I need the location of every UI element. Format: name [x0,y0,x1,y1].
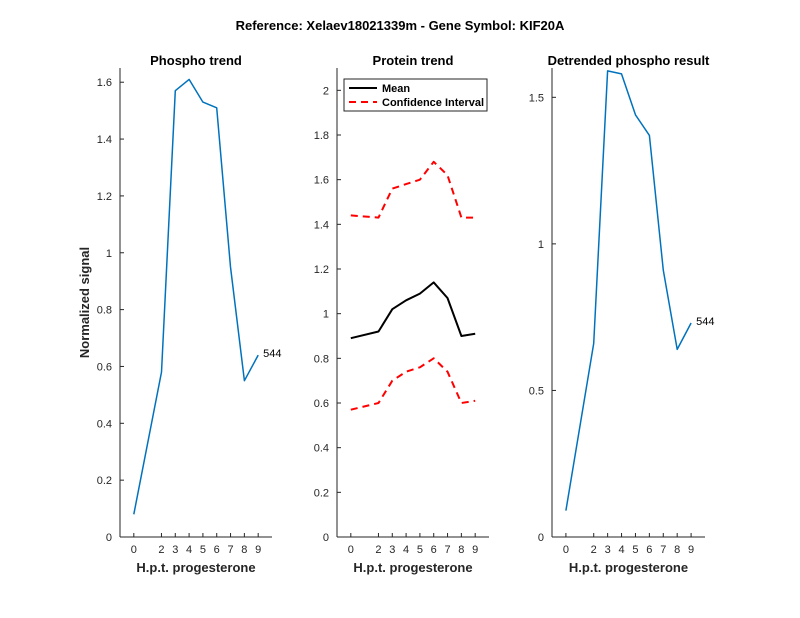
x-tick-label: 9 [255,544,261,556]
legend-box [343,78,488,112]
confidence-interval-line [350,160,476,219]
x-tick-label: 7 [227,544,233,556]
x-tick-label: 9 [472,544,478,556]
detrended-line [565,70,692,511]
x-tick-label: 8 [458,544,464,556]
x-tick-label: 4 [186,544,192,556]
y-tick-label: 1 [323,309,329,321]
y-tick-label: 0.4 [97,418,112,430]
x-tick-label: 8 [241,544,247,556]
panel-phospho-trend: 0 0.2 0.4 0.6 0.8 1 1.2 1.4 1.6 0 2 3 4 5 6 7 8 9 Phospho … [77,53,282,575]
y-tick-label: 0.6 [97,361,112,373]
figure-title: Reference: Xelaev18021339m - Gene Symbol… [236,18,565,33]
x-axis-label: H.p.t. progesterone [353,560,472,575]
y-tick-label: 1 [538,239,544,251]
x-tick-label: 0 [563,544,569,556]
y-tick-label: 1 [106,248,112,260]
y-tick-label: 1.6 [97,77,112,89]
x-axis-label: H.p.t. progesterone [136,560,255,575]
x-tick-label: 8 [674,544,680,556]
point-annotation: 544 [696,316,714,328]
confidence-interval-lower-line [350,357,476,411]
y-tick-label: 2 [323,85,329,97]
y-tick-label: 0 [106,532,112,544]
y-tick-label: 0.2 [314,487,329,499]
x-tick-label: 6 [646,544,652,556]
x-tick-label: 2 [158,544,164,556]
mean-line [350,281,476,340]
x-tick-label: 3 [172,544,178,556]
y-tick-label: 1.2 [314,264,329,276]
x-tick-label: 0 [348,544,354,556]
x-tick-label: 3 [389,544,395,556]
x-tick-label: 0 [131,544,137,556]
y-tick-label: 0.8 [314,353,329,365]
x-tick-label: 6 [431,544,437,556]
y-tick-label: 0.2 [97,475,112,487]
y-axis-label: Normalized signal [77,247,92,358]
x-tick-label: 6 [214,544,220,556]
y-tick-label: 0 [538,532,544,544]
y-tick-label: 0.4 [314,443,329,455]
panel-detrended-phospho: 0 0.5 1 1.5 0 2 3 4 5 6 7 8 9 Detrended phospho resul… [529,53,715,575]
y-tick-label: 1.4 [314,219,329,231]
x-axis-label: H.p.t. progesterone [569,560,688,575]
x-tick-label: 7 [660,544,666,556]
x-tick-label: 4 [403,544,409,556]
y-tick-label: 1.8 [314,130,329,142]
y-tick-label: 1.5 [529,92,544,104]
x-tick-label: 5 [200,544,206,556]
y-tick-label: 0.6 [314,398,329,410]
point-annotation: 544 [263,348,281,360]
phospho-line [133,78,259,515]
x-tick-label: 5 [417,544,423,556]
y-tick-label: 1.6 [314,175,329,187]
panel-title: Detrended phospho result [548,53,710,68]
panel-title: Protein trend [373,53,454,68]
x-tick-label: 9 [688,544,694,556]
y-tick-label: 0 [323,532,329,544]
x-tick-label: 4 [618,544,624,556]
x-tick-label: 2 [375,544,381,556]
y-tick-label: 1.4 [97,134,112,146]
x-tick-label: 7 [444,544,450,556]
y-tick-label: 1.2 [97,191,112,203]
panel-title: Phospho trend [150,53,242,68]
x-tick-label: 3 [605,544,611,556]
y-tick-label: 0.8 [97,305,112,317]
legend-label: Mean [382,83,410,95]
y-tick-label: 0.5 [529,385,544,397]
legend-label: Confidence Interval [382,97,484,109]
x-tick-label: 2 [591,544,597,556]
panel-protein-trend: 00.20.40.60.811.21.41.61.820 2 3 4 5 6 7 8 9Prot… [314,53,489,575]
x-tick-label: 5 [632,544,638,556]
